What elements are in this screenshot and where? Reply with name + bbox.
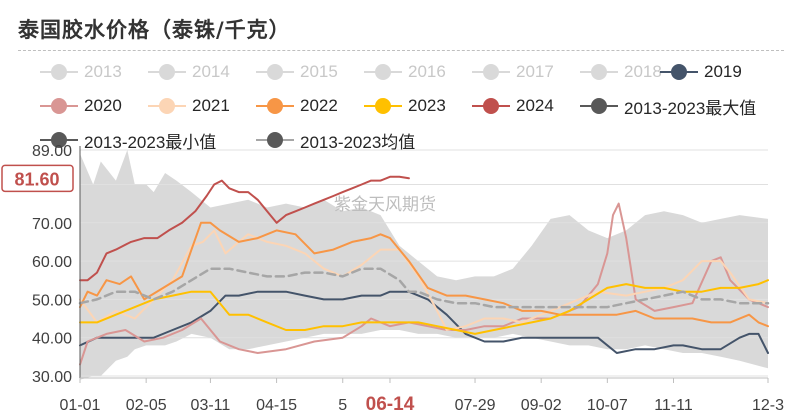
legend-item-2014[interactable]: 2014 xyxy=(148,60,230,84)
legend-marker xyxy=(472,94,510,118)
legend-label: 2013 xyxy=(84,62,122,81)
x-tick-label: 12-3 xyxy=(752,397,784,414)
legend-label: 2023 xyxy=(408,96,446,115)
series-line-2013-2023均值 xyxy=(78,267,770,309)
series-line-2022 xyxy=(79,221,769,328)
legend-label: 2019 xyxy=(704,62,742,81)
legend-item-2013[interactable]: 2013 xyxy=(40,60,122,84)
series-line-2019 xyxy=(79,290,769,354)
y-tick-label: 50.00 xyxy=(32,292,72,309)
title-divider xyxy=(18,50,784,51)
chart-title: 泰国胶水价格（泰铢/千克） xyxy=(18,18,291,42)
legend-item-2016[interactable]: 2016 xyxy=(364,60,446,84)
legend-marker xyxy=(148,94,186,118)
legend-marker xyxy=(256,128,294,152)
legend-item-2019[interactable]: 2019 xyxy=(660,60,742,84)
legend-item-2013-2023最小值[interactable]: 2013-2023最小值 xyxy=(40,128,216,152)
y-tick-label: 60.00 xyxy=(32,254,72,271)
legend-label: 2022 xyxy=(300,96,338,115)
watermark: 紫金天风期货 xyxy=(334,195,436,215)
x-tick-label: 11-11 xyxy=(654,397,693,414)
legend-marker xyxy=(364,60,402,84)
legend-item-2023[interactable]: 2023 xyxy=(364,94,446,118)
legend-marker xyxy=(148,60,186,84)
legend-item-2021[interactable]: 2021 xyxy=(148,94,230,118)
x-tick-label: 07-29 xyxy=(455,397,496,414)
legend-label: 2018 xyxy=(624,62,662,81)
y-tick-label: 40.00 xyxy=(32,331,72,348)
legend-marker xyxy=(580,94,618,118)
current-value-label: 81.60 xyxy=(14,169,59,189)
x-tick-label: 04-15 xyxy=(256,397,297,414)
legend-item-2017[interactable]: 2017 xyxy=(472,60,554,84)
series-line-2021 xyxy=(79,229,769,331)
legend-label: 2016 xyxy=(408,62,446,81)
legend-label: 2021 xyxy=(192,96,230,115)
legend-label: 2014 xyxy=(192,62,230,81)
legend-item-2013-2023最大值[interactable]: 2013-2023最大值 xyxy=(580,94,756,118)
legend-label: 2015 xyxy=(300,62,338,81)
y-tick-label: 89.00 xyxy=(32,143,72,160)
legend-marker xyxy=(256,94,294,118)
legend-item-2022[interactable]: 2022 xyxy=(256,94,338,118)
legend-marker xyxy=(580,60,618,84)
legend-marker xyxy=(472,60,510,84)
legend-marker xyxy=(40,60,78,84)
series-line-2023 xyxy=(79,279,769,335)
legend-marker xyxy=(40,128,78,152)
legend-marker xyxy=(660,60,698,84)
legend-marker xyxy=(364,94,402,118)
legend-marker xyxy=(40,94,78,118)
x-tick-label: 02-05 xyxy=(126,397,167,414)
series-line-2024 xyxy=(79,175,410,282)
y-tick-label: 70.00 xyxy=(32,216,72,233)
x-tick-label: 03-11 xyxy=(191,397,231,414)
series-line-2020 xyxy=(79,202,769,366)
x-tick-label: 5 xyxy=(338,397,347,414)
legend-label: 2013-2023最大值 xyxy=(624,98,757,118)
legend-label: 2013-2023均值 xyxy=(300,132,416,152)
min-max-band xyxy=(80,150,768,380)
legend-label: 2024 xyxy=(516,96,554,115)
x-tick-label: 09-02 xyxy=(521,397,562,414)
legend-label: 2017 xyxy=(516,62,554,81)
legend-item-2013-2023均值[interactable]: 2013-2023均值 xyxy=(256,128,415,152)
legend-marker xyxy=(256,60,294,84)
y-tick-label: 30.00 xyxy=(32,369,72,386)
legend-item-2020[interactable]: 2020 xyxy=(40,94,122,118)
current-value-badge xyxy=(1,164,74,193)
legend-label: 2020 xyxy=(84,96,122,115)
legend-label: 2013-2023最小值 xyxy=(84,132,217,152)
x-tick-label: 01-01 xyxy=(60,397,101,414)
x-tick-label-highlight: 06-14 xyxy=(366,394,415,415)
legend-item-2018[interactable]: 2018 xyxy=(580,60,662,84)
legend-item-2015[interactable]: 2015 xyxy=(256,60,338,84)
x-tick-label: 10-07 xyxy=(587,397,628,414)
legend-item-2024[interactable]: 2024 xyxy=(472,94,554,118)
